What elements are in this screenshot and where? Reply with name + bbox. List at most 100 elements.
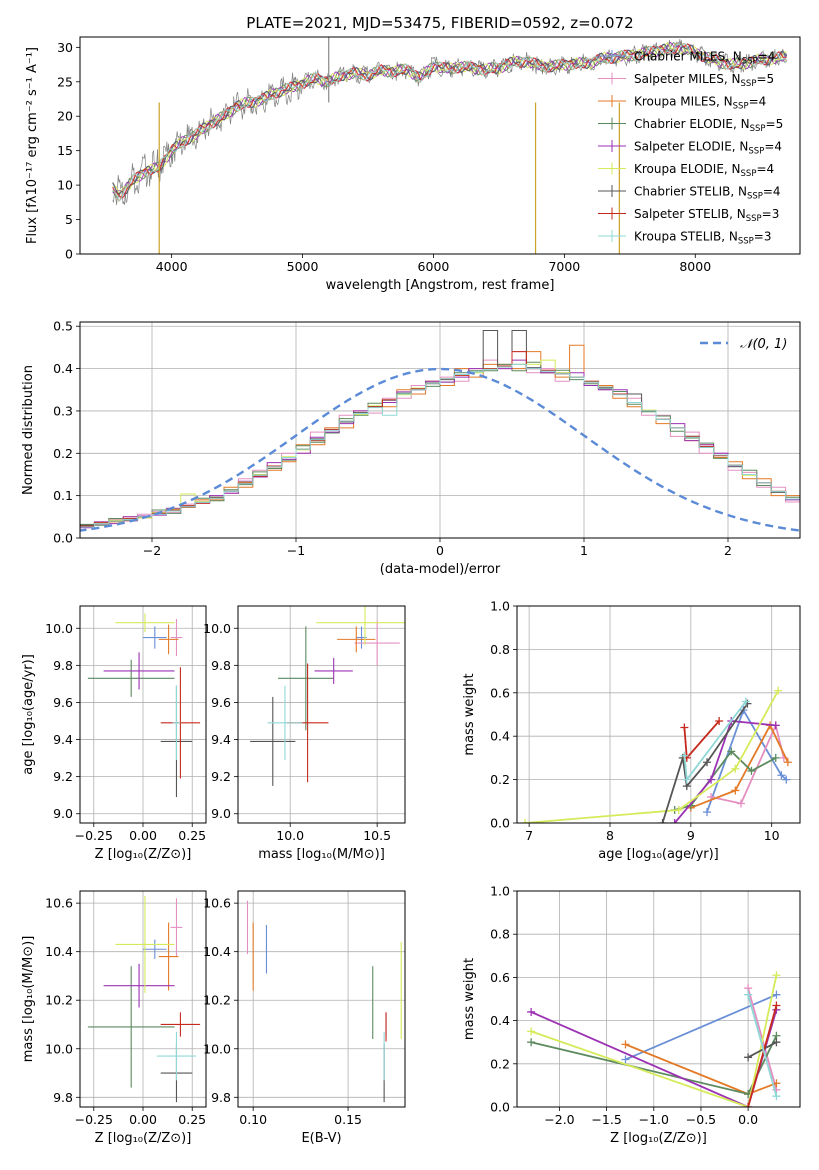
mass-weight-marker <box>772 1092 781 1101</box>
mass-weight-marker <box>772 971 781 980</box>
x-axis-label: Z [log₁₀(Z/Z⊙)] <box>610 1131 707 1146</box>
mass-weight-marker <box>744 1103 753 1107</box>
y-tick-label: 9.6 <box>211 695 231 710</box>
mass-weight-vs-age-panel: 7 8 9 10 0.0 0.2 0.4 0.6 0.8 1.0 age [log₁₀(age/yr… <box>462 599 801 862</box>
y-tick-label: 10.0 <box>45 621 73 636</box>
y-tick-label: 0.0 <box>53 531 73 546</box>
x-axis-label: Z [log₁₀(Z/Z⊙)] <box>95 1131 192 1146</box>
y-tick-label: 0.2 <box>53 446 73 461</box>
y-tick-label: 0.2 <box>490 1056 510 1071</box>
mass-weight-marker <box>682 775 691 784</box>
age-vs-mass-plot-area <box>250 606 405 786</box>
y-tick-label: 0.3 <box>53 403 73 418</box>
spectrum-model-line <box>112 43 787 195</box>
mass-weight-line <box>690 723 789 809</box>
y-tick-label: 10.4 <box>45 944 73 959</box>
y-tick-label: 0.6 <box>490 685 510 700</box>
axes-frame <box>79 36 801 255</box>
mass-weight-marker <box>621 1055 630 1064</box>
y-tick-label: 9.0 <box>211 806 231 821</box>
axes-frame <box>79 321 801 539</box>
mass-weight-vs-age-plot-area <box>521 686 792 823</box>
y-tick-label: 10.4 <box>203 944 231 959</box>
residual-histogram-panel: −2 −1 0 1 2 0.0 0.1 0.2 0.3 0.4 0.5 (data-model)/er… <box>21 319 801 577</box>
y-tick-label: 9.4 <box>53 732 73 747</box>
y-tick-label: 10.0 <box>203 621 231 636</box>
mass-weight-marker <box>774 686 783 695</box>
x-tick-label: 0.00 <box>129 828 157 843</box>
legend-label: Kroupa STELIB, NSSP=3 <box>634 230 772 247</box>
mass-weight-marker <box>744 1053 753 1062</box>
x-tick-label: −1.0 <box>639 1112 669 1127</box>
x-tick-label: 0.00 <box>129 1112 157 1127</box>
y-tick-label: 9.4 <box>211 732 231 747</box>
axes-frame <box>79 890 207 1108</box>
mass-vs-ebv-panel: 0.10 0.15 9.8 10.0 10.2 10.4 10.6 E(B-V) <box>203 890 406 1146</box>
y-axis-label: Flux [fλ10⁻¹⁷ erg cm⁻² s⁻¹ A⁻¹] <box>25 47 40 244</box>
mass-weight-marker <box>777 771 786 780</box>
y-axis-label: mass weight <box>462 958 477 1040</box>
legend-label: Chabrier STELIB, NSSP=4 <box>634 185 781 202</box>
y-tick-label: 5 <box>65 212 73 227</box>
x-tick-label: −0.25 <box>75 828 113 843</box>
spectrum-model-line <box>112 43 787 199</box>
residual-histogram-plot-area <box>80 330 800 532</box>
y-tick-label: 10.2 <box>45 993 73 1008</box>
mass-weight-line <box>710 722 785 805</box>
x-tick-label: 0.10 <box>239 1112 267 1127</box>
histogram-step-line <box>80 351 800 528</box>
axes-frame <box>516 605 801 824</box>
y-tick-label: 0.8 <box>490 642 510 657</box>
y-axis-label: age [log₁₀(age/yr)] <box>21 654 36 775</box>
x-tick-label: −2.0 <box>544 1112 574 1127</box>
x-tick-label: 4000 <box>156 259 188 274</box>
mass-weight-marker <box>707 775 716 784</box>
y-tick-label: 9.8 <box>211 1090 231 1105</box>
y-tick-label: 25 <box>57 74 73 89</box>
mass-weight-marker <box>772 1038 781 1047</box>
spectrum-model-line <box>112 42 787 202</box>
age-vs-z-plot-area <box>87 613 201 798</box>
y-tick-label: 0.4 <box>490 729 510 744</box>
x-tick-label: −1.5 <box>591 1112 621 1127</box>
x-tick-label: 8000 <box>679 259 711 274</box>
axes-frame <box>516 890 801 1108</box>
mass-weight-marker <box>731 786 740 795</box>
x-tick-label: 7 <box>525 828 533 843</box>
x-tick-label: 10 <box>764 828 780 843</box>
axes-frame <box>79 605 207 824</box>
mass-weight-line <box>706 708 787 813</box>
legend-label: Chabrier MILES, NSSP=4 <box>634 50 775 67</box>
mass-weight-marker <box>670 819 679 823</box>
y-tick-label: 9.8 <box>53 1090 73 1105</box>
x-tick-label: 0.25 <box>178 828 206 843</box>
mass-weight-marker <box>772 1079 781 1088</box>
mass-weight-marker <box>731 764 740 773</box>
mass-weight-marker <box>727 747 736 756</box>
x-tick-label: 0 <box>436 543 444 558</box>
y-tick-label: 0.6 <box>490 970 510 985</box>
y-tick-label: 9.8 <box>53 658 73 673</box>
y-tick-label: 10.0 <box>45 1041 73 1056</box>
age-vs-z-panel: −0.25 0.00 0.25 9.0 9.2 9.4 9.6 9.8 10.0 Z [log₁₀… <box>21 605 207 862</box>
x-axis-label: E(B-V) <box>301 1131 341 1146</box>
legend-label: 𝒩(0, 1) <box>740 337 787 352</box>
y-axis-label: mass [log₁₀(M/M⊙)] <box>21 936 36 1063</box>
y-axis-label: mass weight <box>462 673 477 755</box>
x-tick-label: 5000 <box>287 259 319 274</box>
legend-label: Chabrier ELODIE, NSSP=5 <box>634 117 783 134</box>
y-tick-label: 0.8 <box>490 927 510 942</box>
mass-weight-marker <box>703 808 712 817</box>
x-tick-label: 6000 <box>418 259 450 274</box>
mass-weight-marker <box>621 1040 630 1049</box>
legend-label: Salpeter STELIB, NSSP=3 <box>634 207 779 224</box>
mass-weight-marker <box>715 717 724 726</box>
y-tick-label: 15 <box>57 143 73 158</box>
x-axis-label: age [log₁₀(age/yr)] <box>598 847 719 862</box>
mass-weight-vs-z-plot-area <box>527 971 781 1107</box>
spectrum-model-line <box>112 41 787 199</box>
histogram-step-line <box>80 351 800 527</box>
x-tick-label: 10.0 <box>276 828 304 843</box>
y-tick-label: 1.0 <box>490 884 510 899</box>
mass-weight-line <box>525 690 779 823</box>
